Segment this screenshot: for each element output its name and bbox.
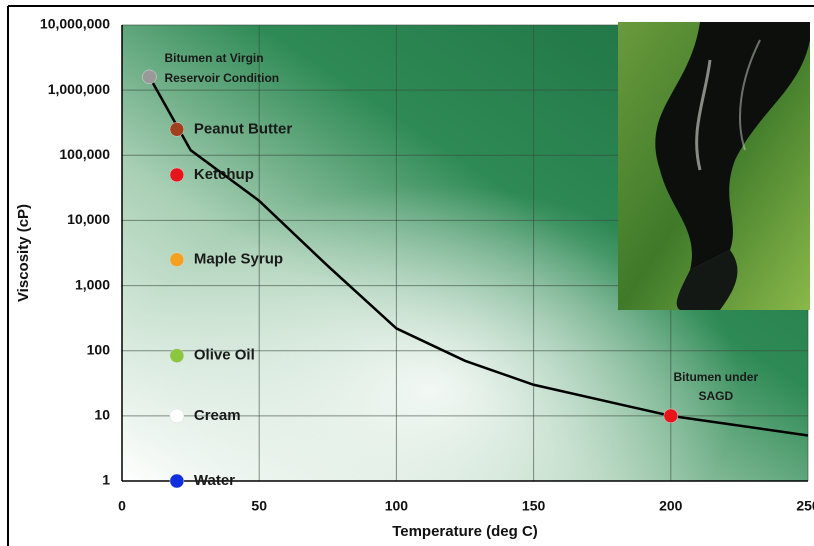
data-point xyxy=(169,167,185,183)
data-point xyxy=(169,122,185,137)
curve xyxy=(148,76,809,437)
data-point xyxy=(663,408,679,424)
point-label: Bitumen at Virgin xyxy=(164,51,263,65)
x-tick-label: 100 xyxy=(385,498,409,514)
data-point xyxy=(142,69,157,85)
y-tick-label: 10,000,000 xyxy=(40,16,110,32)
data-point xyxy=(169,252,185,267)
y-axis-title: Viscosity (cP) xyxy=(15,204,32,302)
data-point xyxy=(169,408,185,424)
y-tick-label: 100 xyxy=(87,341,111,357)
y-tick-label: 1,000 xyxy=(75,276,110,292)
x-tick-label: 150 xyxy=(522,498,546,514)
point-label: Reservoir Condition xyxy=(164,71,279,85)
y-tick-label: 100,000 xyxy=(59,146,110,162)
y-tick-label: 1 xyxy=(102,472,110,488)
x-tick-label: 250 xyxy=(796,498,814,514)
data-point xyxy=(169,473,185,489)
point-label: Water xyxy=(194,472,235,489)
y-tick-label: 1,000,000 xyxy=(48,81,110,97)
point-label: Maple Syrup xyxy=(194,251,283,268)
data-point xyxy=(169,348,185,363)
point-label: Olive Oil xyxy=(194,347,255,364)
photo xyxy=(618,22,810,310)
x-tick-label: 200 xyxy=(659,498,683,514)
point-label: Cream xyxy=(194,407,241,424)
x-axis-title: Temperature (deg C) xyxy=(392,523,538,540)
y-tick-label: 10 xyxy=(94,407,110,423)
point-label: SAGD xyxy=(698,389,733,403)
y-tick-label: 10,000 xyxy=(67,211,110,227)
point-label: Peanut Butter xyxy=(194,120,293,137)
x-tick-label: 0 xyxy=(118,498,126,514)
point-label: Bitumen under xyxy=(673,370,758,384)
x-tick-label: 50 xyxy=(251,498,267,514)
point-label: Ketchup xyxy=(194,166,254,183)
